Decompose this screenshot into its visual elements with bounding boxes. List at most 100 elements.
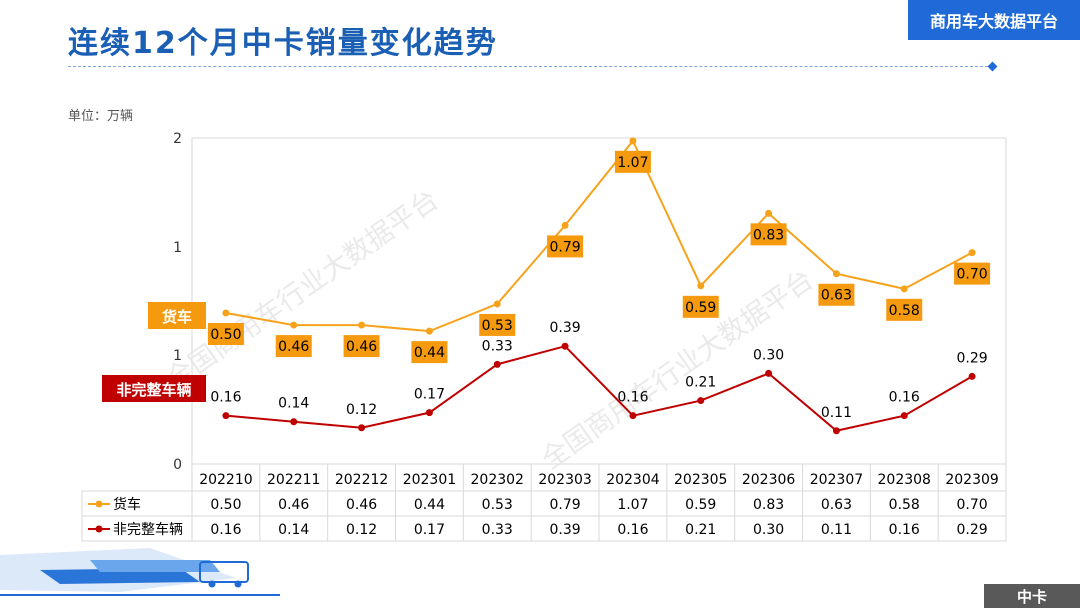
- table-cell-truck: 0.58: [889, 497, 920, 513]
- table-cell-truck: 0.46: [346, 497, 377, 513]
- data-point-truck: [629, 137, 637, 145]
- table-cell-truck: 0.46: [278, 497, 309, 513]
- data-point-truck: [765, 209, 773, 217]
- table-cell-incomplete: 0.16: [889, 522, 920, 538]
- data-point-truck: [832, 270, 840, 278]
- table-cell-incomplete: 0.30: [753, 522, 784, 538]
- data-point-incomplete: [968, 372, 976, 380]
- data-label-truck: 0.58: [889, 303, 920, 319]
- data-point-incomplete: [493, 360, 501, 368]
- data-label-box-truck: [750, 223, 787, 246]
- data-point-incomplete: [425, 409, 433, 417]
- table-cell-truck: 0.50: [210, 497, 241, 513]
- data-point-truck: [697, 282, 705, 290]
- data-point-incomplete: [222, 412, 230, 420]
- series-line-incomplete: [225, 345, 973, 432]
- data-label-incomplete: 0.14: [278, 396, 309, 412]
- data-point-incomplete: [765, 369, 773, 377]
- y-tick-label: 1: [173, 348, 182, 364]
- data-label-truck: 0.70: [956, 267, 987, 283]
- table-header-cell: 202304: [606, 472, 660, 488]
- legend-callout-incomplete: 非完整车辆: [116, 381, 191, 399]
- table-cell-incomplete: 0.33: [482, 522, 513, 538]
- page-title: 连续12个月中卡销量变化趋势: [68, 26, 498, 61]
- table-cell-incomplete: 0.29: [956, 522, 987, 538]
- legend-callout-truck-box: [148, 302, 206, 329]
- data-point-incomplete: [561, 342, 569, 350]
- data-point-truck: [358, 321, 366, 329]
- table-header-cell: 202211: [267, 472, 320, 488]
- legend-callout-truck: 货车: [162, 308, 192, 326]
- brand-badge: 商用车大数据平台: [908, 0, 1080, 40]
- legend-callout-incomplete-box: [102, 375, 206, 402]
- data-label-incomplete: 0.12: [346, 402, 377, 418]
- data-point-incomplete: [629, 412, 637, 420]
- table-header-cell: 202306: [742, 472, 796, 488]
- data-point-truck: [290, 321, 298, 329]
- data-label-truck: 0.50: [210, 327, 241, 343]
- data-label-box-truck: [207, 323, 244, 345]
- data-point-incomplete: [832, 427, 840, 435]
- table-cell-incomplete: 0.11: [821, 522, 852, 538]
- data-label-truck: 0.44: [414, 345, 445, 361]
- table-cell-truck: 0.70: [956, 497, 987, 513]
- table-header-cell: 202302: [471, 472, 524, 488]
- table-cell-incomplete: 0.14: [278, 522, 309, 538]
- data-point-incomplete: [290, 418, 298, 426]
- data-label-truck: 0.53: [482, 318, 513, 334]
- table-cell-truck: 0.44: [414, 497, 445, 513]
- data-label-incomplete: 0.21: [685, 375, 716, 391]
- data-label-box-truck: [682, 295, 719, 318]
- table-cell-incomplete: 0.21: [685, 522, 716, 538]
- table-header-cell: 202303: [538, 472, 591, 488]
- data-label-truck: 0.46: [346, 339, 377, 355]
- table-cell-truck: 0.83: [753, 497, 784, 513]
- table-header-cell: 202309: [945, 472, 998, 488]
- table-cell-truck: 0.79: [549, 497, 580, 513]
- table-header-cell: 202301: [403, 472, 456, 488]
- data-label-box-truck: [343, 335, 380, 358]
- data-label-truck: 0.79: [549, 239, 580, 255]
- data-label-truck: 0.59: [685, 300, 716, 316]
- data-point-incomplete: [697, 397, 705, 405]
- data-point-truck: [900, 285, 908, 293]
- y-tick-label: 1: [173, 240, 182, 256]
- data-label-truck: 0.83: [753, 227, 784, 243]
- table-cell-incomplete: 0.17: [414, 522, 445, 538]
- data-point-incomplete: [358, 424, 366, 432]
- table-cell-incomplete: 0.16: [210, 522, 241, 538]
- watermark-text-1: 全国商用车行业大数据平台: [161, 185, 444, 396]
- data-label-incomplete: 0.29: [956, 350, 987, 366]
- data-point-incomplete: [900, 412, 908, 420]
- segment-tag: 中卡: [984, 584, 1080, 608]
- divider-end-dot: [987, 61, 998, 72]
- table-cell-truck: 0.59: [685, 497, 716, 513]
- data-label-box-truck: [547, 235, 584, 258]
- table-legend-marker-truck: [95, 500, 103, 508]
- title-divider: [68, 66, 993, 67]
- table-row-label-incomplete: 非完整车辆: [113, 521, 183, 538]
- table-header-cell: 202308: [878, 472, 931, 488]
- truck-illustration: [0, 548, 280, 596]
- table-header-cell: 202212: [335, 472, 388, 488]
- table-header-cell: 202305: [674, 472, 727, 488]
- data-label-box-truck: [275, 335, 312, 358]
- data-point-truck: [222, 309, 230, 317]
- table-cell-truck: 0.53: [482, 497, 513, 513]
- data-label-box-truck: [479, 313, 516, 336]
- data-point-truck: [493, 300, 501, 308]
- watermark-text-2: 全国商用车行业大数据平台: [536, 265, 819, 476]
- data-point-truck: [425, 327, 433, 335]
- table-cell-incomplete: 0.39: [549, 522, 580, 538]
- data-label-incomplete: 0.16: [210, 390, 241, 406]
- table-cell-truck: 1.07: [617, 497, 648, 513]
- data-label-incomplete: 0.16: [617, 390, 648, 406]
- table-cell-truck: 0.63: [821, 497, 852, 513]
- data-point-truck: [561, 221, 569, 229]
- data-label-box-truck: [954, 262, 991, 285]
- table-header-cell: 202210: [199, 472, 252, 488]
- table-legend-marker-incomplete: [95, 525, 103, 533]
- data-label-incomplete: 0.16: [889, 390, 920, 406]
- data-label-incomplete: 0.30: [753, 347, 784, 363]
